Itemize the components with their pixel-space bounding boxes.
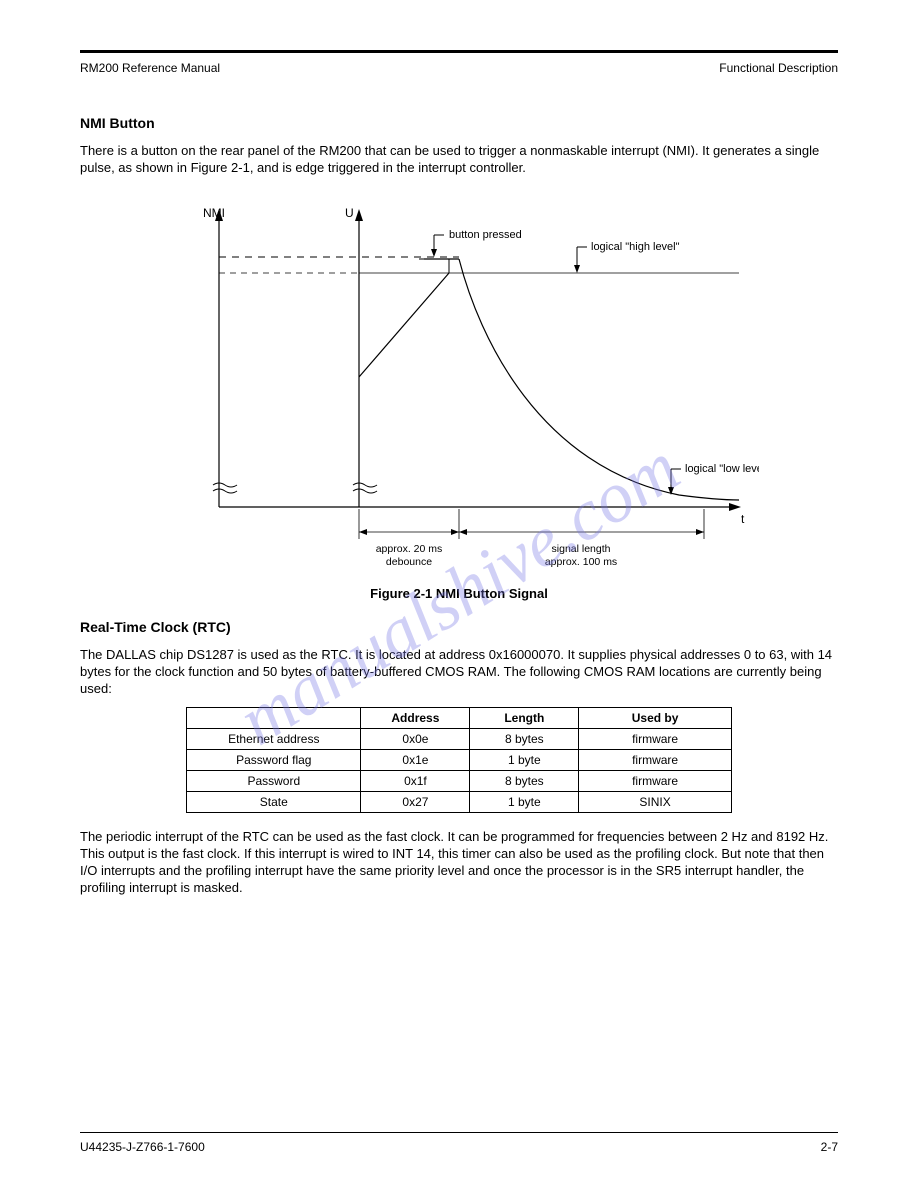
table-cell: 8 bytes [470,771,579,792]
nmi-signal-diagram: button pressed logical "high level" logi… [159,187,759,577]
table-cell: 0x0e [361,729,470,750]
section2-para2: The periodic interrupt of the RTC can be… [80,829,838,897]
table-cell: 0x27 [361,792,470,813]
table-cell: 8 bytes [470,729,579,750]
section1-title: NMI Button [80,115,838,131]
figure-caption: Figure 2-1 NMI Button Signal [80,586,838,601]
dim-signal-2: approx. 100 ms [545,556,617,568]
yaxis-right-label: U [345,206,354,220]
col-0 [187,708,361,729]
table-cell: 1 byte [470,750,579,771]
footer-left: U44235-J-Z766-1-7600 [80,1140,205,1154]
table-cell: SINIX [579,792,732,813]
table-cell: Password [187,771,361,792]
table-cell: Ethernet address [187,729,361,750]
table-cell: Password flag [187,750,361,771]
section2-para1: The DALLAS chip DS1287 is used as the RT… [80,647,838,698]
table-row: Password flag0x1e1 bytefirmware [187,750,732,771]
xaxis-label: t [741,512,745,526]
header-row: RM200 Reference Manual Functional Descri… [80,61,838,75]
table-cell: 0x1e [361,750,470,771]
table-row: State0x271 byteSINIX [187,792,732,813]
table-cell: firmware [579,729,732,750]
yaxis-left-label: NMI [203,206,225,220]
table-header-row: Address Length Used by [187,708,732,729]
table-row: Password0x1f8 bytesfirmware [187,771,732,792]
table-cell: firmware [579,771,732,792]
figure-block: button pressed logical "high level" logi… [80,187,838,601]
ann-logical-high: logical "high level" [591,241,680,253]
section1-para: There is a button on the rear panel of t… [80,143,838,177]
col-1: Address [361,708,470,729]
footer-right: 2-7 [821,1140,838,1154]
section2-title: Real-Time Clock (RTC) [80,619,838,635]
header-right: Functional Description [719,61,838,75]
footer-row: U44235-J-Z766-1-7600 2-7 [80,1140,838,1154]
cmos-table: Address Length Used by Ethernet address0… [186,707,732,813]
table-cell: 0x1f [361,771,470,792]
top-rule [80,50,838,53]
dim-debounce-2: debounce [386,556,432,568]
col-2: Length [470,708,579,729]
col-3: Used by [579,708,732,729]
header-left: RM200 Reference Manual [80,61,220,75]
table-cell: firmware [579,750,732,771]
table-cell: 1 byte [470,792,579,813]
dim-debounce-1: approx. 20 ms [376,543,443,555]
table-row: Ethernet address0x0e8 bytesfirmware [187,729,732,750]
dim-signal-1: signal length [552,543,611,555]
bottom-rule [80,1132,838,1133]
ann-button-pressed: button pressed [449,229,522,241]
table-cell: State [187,792,361,813]
ann-logical-low: logical "low level" [685,463,759,475]
